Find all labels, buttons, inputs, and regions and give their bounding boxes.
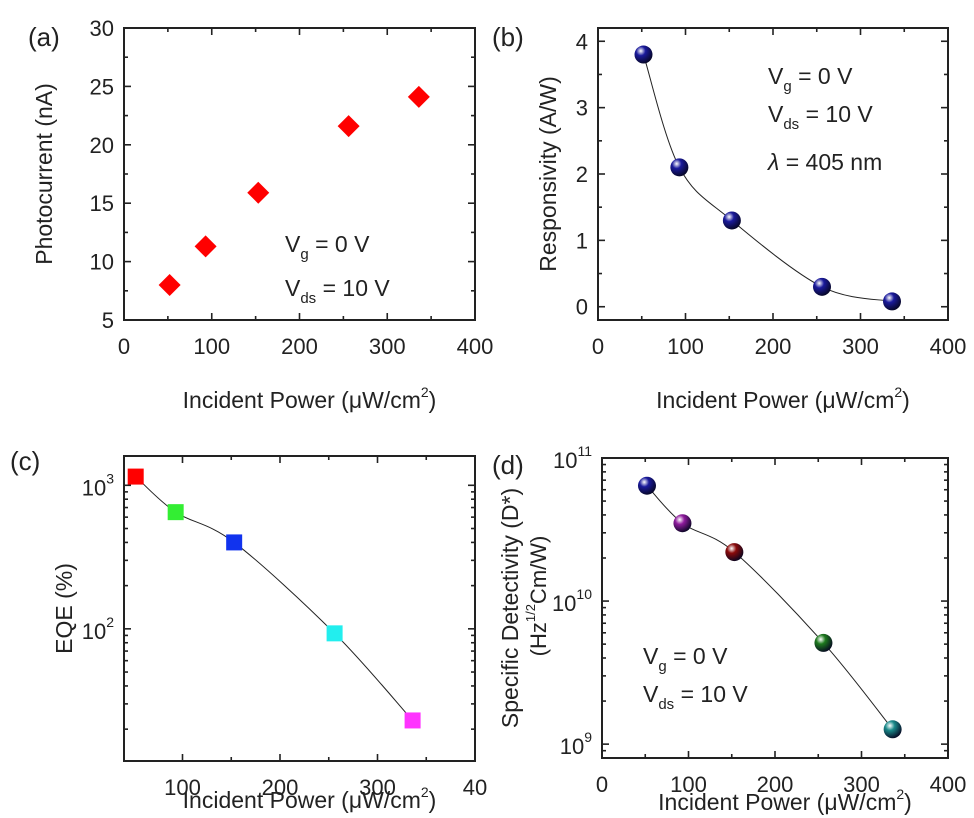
y-tick-label: 103 xyxy=(82,470,114,500)
data-point xyxy=(326,625,343,642)
annotation-text: Vg = 0 V xyxy=(285,231,370,263)
data-point xyxy=(247,181,270,204)
x-axis-label: Incident Power (μW/cm2) xyxy=(658,786,912,815)
x-tick-label: 100 xyxy=(193,334,230,359)
x-axis-label: Incident Power (μW/cm2) xyxy=(183,784,437,813)
x-tick-label: 0 xyxy=(596,772,608,797)
x-tick-label: 300 xyxy=(359,775,396,800)
x-tick-label: 300 xyxy=(843,772,880,797)
data-point xyxy=(722,211,741,230)
y-tick-label: 0 xyxy=(576,295,588,320)
y-tick-label: 109 xyxy=(560,729,592,759)
panel-label-b: (b) xyxy=(492,22,524,52)
y-tick-label: 1010 xyxy=(552,586,592,616)
x-tick-label: 200 xyxy=(262,775,299,800)
y-tick-label: 10 xyxy=(90,250,114,275)
y-axis-label: EQE (%) xyxy=(51,563,77,654)
annotation-text: λ = 405 nm xyxy=(766,149,882,175)
data-point xyxy=(814,633,833,652)
data-point xyxy=(634,45,653,64)
plot-frame xyxy=(123,455,476,762)
panel-a: (a) 0 100 200 300 400 5 10 15 20 25 30 Incident Powe… xyxy=(28,16,493,413)
x-axis-label: Incident Power (μW/cm2) xyxy=(183,384,437,413)
x-tick-label: 200 xyxy=(757,772,794,797)
y-axis-label: Specific Detectivity (D*) xyxy=(497,488,523,728)
series-line xyxy=(643,54,893,302)
y-tick-label: 30 xyxy=(90,16,114,41)
data-point xyxy=(407,85,430,108)
panel-label-d: (d) xyxy=(492,450,524,480)
data-point xyxy=(127,468,144,485)
data-point xyxy=(637,476,656,495)
x-tick-label: 400 xyxy=(457,334,494,359)
annotation-text: Vds = 10 V xyxy=(643,681,748,713)
x-tick-label: 0 xyxy=(118,334,130,359)
annotation-text: Vg = 0 V xyxy=(768,63,853,95)
y-tick-label: 5 xyxy=(102,308,114,333)
y-tick-label: 2 xyxy=(576,162,588,187)
y-tick-label: 20 xyxy=(90,133,114,158)
panel-label-c: (c) xyxy=(10,446,40,476)
data-point xyxy=(158,273,181,296)
y-axis-label-units: (Hz1/2Cm/W) xyxy=(523,536,551,657)
y-tick-label: 1011 xyxy=(553,443,592,473)
panel-d: (d) 0 100 200 300 400 109 1010 1011 Incident Powe… xyxy=(492,443,966,815)
x-axis-label: Incident Power (μW/cm2) xyxy=(656,384,910,413)
y-tick-label: 15 xyxy=(90,191,114,216)
panel-label-a: (a) xyxy=(28,22,60,52)
y-axis-label: Photocurrent (nA) xyxy=(31,83,57,265)
panel-b: (b) 0 100 200 300 400 0 1 2 3 4 Incident Power (μW/… xyxy=(492,22,966,413)
x-tick-label: 100 xyxy=(670,772,707,797)
x-tick-label: 40 xyxy=(463,775,487,800)
x-tick-label: 400 xyxy=(930,772,967,797)
data-point xyxy=(725,543,744,562)
data-point xyxy=(226,534,243,551)
data-point xyxy=(883,720,902,739)
data-point xyxy=(670,158,689,177)
data-point xyxy=(337,115,360,138)
data-point xyxy=(167,504,184,521)
x-tick-label: 400 xyxy=(930,334,967,359)
x-tick-label: 100 xyxy=(667,334,704,359)
x-tick-label: 200 xyxy=(755,334,792,359)
y-tick-label: 102 xyxy=(82,614,114,644)
data-point xyxy=(883,292,901,311)
y-tick-label: 25 xyxy=(90,74,114,99)
y-axis-label: Responsivity (A/W) xyxy=(535,76,561,272)
x-tick-label: 300 xyxy=(842,334,879,359)
y-tick-label: 3 xyxy=(576,96,588,121)
y-tick-label: 4 xyxy=(576,29,588,54)
annotation-text: Vds = 10 V xyxy=(768,101,873,133)
annotation-text: Vg = 0 V xyxy=(643,643,728,675)
x-tick-label: 300 xyxy=(369,334,406,359)
data-point xyxy=(194,235,217,258)
annotation-text: Vds = 10 V xyxy=(285,275,390,307)
panel-c: (c) 100 200 300 40 102 103 Incident Power (μW/c… xyxy=(10,446,487,813)
data-point xyxy=(673,514,692,533)
y-tick-label: 1 xyxy=(576,228,588,253)
plot-frame xyxy=(601,457,949,759)
x-tick-label: 100 xyxy=(164,775,201,800)
data-point xyxy=(404,712,421,729)
x-tick-label: 200 xyxy=(281,334,318,359)
data-point xyxy=(813,277,831,296)
x-tick-label: 0 xyxy=(592,334,604,359)
